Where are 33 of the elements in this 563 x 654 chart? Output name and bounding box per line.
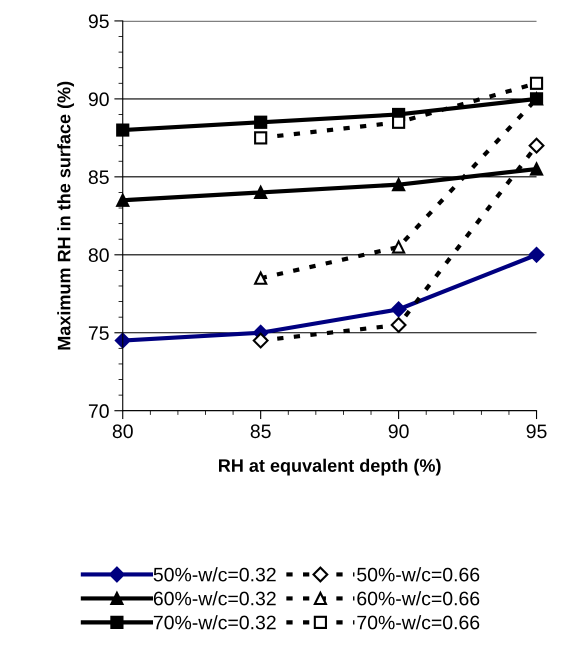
point (254, 131, 268, 144)
x-tick-label: 90 (388, 424, 409, 438)
legend-label: 70%-w/c=0.32 (154, 615, 276, 630)
point (392, 116, 406, 129)
y-tick-label: 95 (88, 14, 109, 28)
point (252, 332, 269, 348)
x-tick-label: 80 (112, 424, 133, 438)
point (390, 317, 407, 333)
point (116, 123, 130, 137)
point (530, 76, 544, 90)
y-tick-label: 70 (88, 404, 109, 418)
point (254, 116, 268, 129)
x-tick-label: 95 (526, 424, 547, 438)
x-axis-title: RH at equvalent depth (%) (219, 458, 441, 476)
point (528, 246, 544, 263)
y-tick-label: 75 (88, 326, 109, 340)
point (392, 178, 406, 192)
point (390, 301, 407, 318)
x-tick-label: 85 (250, 424, 271, 438)
legend-label: 60%-w/c=0.66 (357, 591, 480, 606)
point (528, 138, 544, 154)
point (392, 240, 406, 254)
legend-label: 70%-w/c=0.66 (357, 615, 480, 630)
point (530, 162, 544, 176)
point (254, 272, 268, 285)
y-axis-title: Maximum RH in the surface (%) (57, 82, 74, 350)
legend-label: 60%-w/c=0.32 (154, 591, 276, 606)
legend-label: 50%-w/c=0.32 (154, 567, 276, 582)
y-tick-label: 80 (88, 248, 109, 262)
legend-label: 50%-w/c=0.66 (357, 567, 480, 582)
y-tick-label: 85 (88, 170, 109, 184)
point (254, 186, 268, 200)
y-tick-label: 90 (88, 92, 109, 106)
